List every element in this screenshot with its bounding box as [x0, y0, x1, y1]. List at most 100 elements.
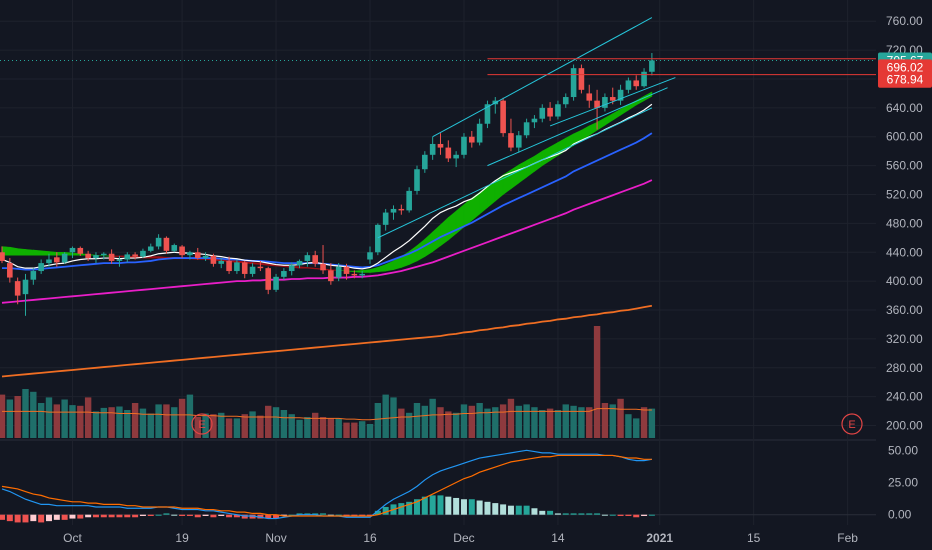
volume-bar	[648, 408, 656, 438]
macd-histogram-bar	[85, 514, 92, 518]
candle-body	[7, 263, 13, 278]
volume-bar	[37, 403, 45, 438]
macd-histogram-bar	[460, 499, 467, 515]
macd-histogram-bar	[69, 514, 76, 519]
candle-body	[93, 255, 99, 259]
x-axis-tick-label: Oct	[63, 531, 82, 545]
volume-bar	[405, 412, 413, 438]
x-axis-tick-label: 14	[551, 531, 565, 545]
volume-bar	[327, 418, 335, 438]
macd-histogram-bar	[500, 504, 507, 515]
macd-histogram-bar	[147, 514, 154, 516]
x-axis-tick-label: Nov	[265, 531, 286, 545]
macd-histogram-bar	[359, 514, 366, 516]
candle-body	[147, 246, 154, 251]
y-axis-tick-label: 400.00	[886, 274, 923, 288]
volume-bar	[366, 424, 374, 438]
macd-histogram-bar	[641, 514, 648, 516]
volume-bar	[163, 404, 170, 438]
macd-histogram-bar	[280, 514, 287, 516]
volume-bar	[45, 397, 53, 438]
candle-body	[30, 271, 37, 280]
macd-histogram-bar	[554, 513, 561, 515]
macd-histogram-bar	[601, 514, 608, 516]
macd-histogram-bar	[108, 514, 115, 518]
y-axis-tick-label: 320.00	[886, 332, 923, 346]
volume-bar	[202, 413, 209, 438]
volume-bar	[476, 403, 483, 438]
candle-body	[602, 97, 608, 108]
macd-histogram-bar	[179, 514, 186, 516]
candle-body	[515, 135, 522, 148]
macd-histogram-bar	[507, 505, 514, 515]
volume-bar	[22, 389, 29, 438]
macd-histogram-bar	[139, 514, 146, 516]
macd-histogram-bar	[492, 503, 499, 515]
volume-bar	[586, 407, 593, 438]
macd-histogram-bar	[476, 500, 483, 515]
volume-bar	[570, 405, 577, 438]
volume-bar	[609, 404, 616, 438]
volume-bar	[452, 412, 460, 438]
volume-bar	[351, 422, 358, 438]
candle-body	[343, 266, 350, 274]
candle-body	[508, 133, 514, 148]
macd-histogram-bar	[562, 513, 569, 515]
candle-body	[437, 143, 444, 148]
volume-bar	[421, 405, 429, 438]
ribbon-segment	[25, 249, 34, 256]
signal-line	[1, 454, 652, 517]
volume-bar	[92, 411, 100, 438]
macd-histogram-bar	[249, 514, 256, 519]
macd-histogram-bar	[288, 514, 295, 516]
macd-histogram-bar	[327, 514, 334, 516]
volume-bar	[460, 404, 468, 438]
candle-body	[398, 208, 405, 211]
y-axis-tick-label: 240.00	[886, 390, 923, 404]
volume-bar	[468, 405, 475, 438]
macd-histogram-bar	[233, 514, 240, 518]
drawings[interactable]	[0, 17, 876, 239]
volume-bar	[296, 419, 303, 438]
macd-histogram-bar	[547, 510, 554, 515]
y-axis-tick-label: 360.00	[886, 303, 923, 317]
volume-bar	[116, 406, 123, 438]
macd-histogram-bar	[625, 514, 632, 516]
macd-histogram-bar	[633, 514, 640, 518]
ribbon-segment	[48, 251, 58, 256]
macd-histogram-bar	[171, 514, 178, 516]
candle-body	[234, 262, 240, 272]
volume-bar	[241, 414, 248, 438]
candle-body	[124, 254, 131, 260]
volume-bar	[546, 408, 554, 438]
candle-body	[320, 263, 326, 271]
volume-bar	[382, 394, 389, 438]
candle-body	[367, 252, 373, 260]
x-axis-tick-label: Dec	[453, 531, 474, 545]
macd-histogram-bar	[186, 514, 193, 516]
macd-histogram-bar	[155, 514, 162, 516]
candlesticks[interactable]	[0, 52, 655, 316]
volume-bar	[257, 415, 264, 438]
candle-body	[625, 80, 632, 90]
macd-histogram-bar	[484, 501, 491, 515]
volume-bar	[288, 414, 295, 438]
macd-histogram-bar	[194, 514, 201, 518]
volume-bar	[578, 407, 585, 438]
candle-body	[547, 107, 553, 117]
macd-histogram-bar	[53, 514, 60, 520]
ribbon-segment	[252, 262, 261, 265]
volume-bar	[218, 412, 225, 438]
volume-bar	[445, 411, 452, 438]
candle-body	[429, 143, 436, 155]
candle-body	[100, 253, 107, 256]
volume-bar	[304, 417, 311, 438]
candle-body	[218, 260, 225, 264]
candle-body	[140, 250, 146, 257]
macd-histogram-bar	[6, 514, 13, 522]
candle-body	[179, 246, 185, 256]
candle-body	[445, 147, 452, 159]
candle-body	[241, 262, 248, 274]
candle-body	[85, 253, 91, 259]
